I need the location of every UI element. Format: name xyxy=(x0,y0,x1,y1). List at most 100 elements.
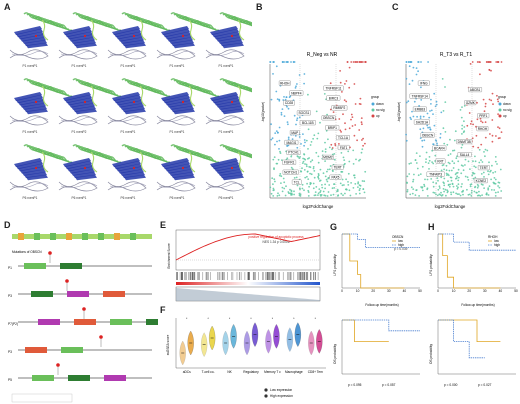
data-point xyxy=(455,157,458,160)
data-point xyxy=(280,175,283,178)
data-point xyxy=(304,176,307,179)
km-curve-low xyxy=(438,233,501,289)
data-point xyxy=(277,131,279,134)
data-point xyxy=(359,103,362,105)
coil xyxy=(205,49,245,60)
data-point xyxy=(476,61,479,63)
helix-lightgreen xyxy=(41,19,49,41)
gene-label-box xyxy=(326,95,341,101)
data-point xyxy=(493,189,496,191)
data-point xyxy=(456,175,458,178)
data-point xyxy=(275,130,278,132)
gene-label-box xyxy=(412,106,427,112)
data-point xyxy=(411,79,414,82)
data-point xyxy=(344,83,346,85)
data-point xyxy=(312,167,315,170)
protein-domain xyxy=(74,319,96,325)
data-point xyxy=(302,160,305,163)
sheet-blue xyxy=(116,163,142,172)
gene-label-box xyxy=(337,145,350,150)
gene-label-box xyxy=(323,85,344,91)
gene-label: RIMBP2 xyxy=(333,106,345,110)
helix-lightgreen xyxy=(237,151,245,173)
sheet-blue xyxy=(63,92,91,101)
data-point xyxy=(417,70,419,73)
data-point xyxy=(423,185,426,188)
data-point xyxy=(352,163,355,165)
data-point xyxy=(285,96,288,99)
data-point xyxy=(287,191,290,193)
data-point xyxy=(359,187,361,190)
data-point xyxy=(321,186,324,189)
data-point xyxy=(481,121,484,124)
data-point xyxy=(436,142,438,145)
sheet-blue xyxy=(20,166,45,174)
data-point xyxy=(491,134,494,137)
data-point xyxy=(457,179,460,182)
data-point xyxy=(430,103,432,105)
data-point xyxy=(291,138,294,140)
panel-b-title: R_Neg vs NR xyxy=(307,52,338,58)
gene-label: PTCH1 xyxy=(288,151,299,155)
data-point xyxy=(330,194,332,197)
data-point xyxy=(296,119,298,122)
gene-label: TNFRSF11 xyxy=(326,86,342,90)
coil xyxy=(158,51,196,56)
data-point xyxy=(343,99,346,101)
gene-label-box xyxy=(435,158,446,164)
domain-block xyxy=(98,233,104,240)
helix-lightgreen xyxy=(90,151,98,173)
protein-domain xyxy=(24,263,46,269)
legend-box xyxy=(11,393,73,403)
helix-lightgreen xyxy=(41,151,49,173)
data-point xyxy=(324,175,327,178)
mutation-site xyxy=(83,100,87,104)
data-point xyxy=(326,113,328,116)
domain-block xyxy=(18,233,24,240)
protein-domain xyxy=(60,263,82,269)
structure-caption: P1 rcenP1 xyxy=(170,130,185,134)
data-point xyxy=(409,61,412,63)
data-point xyxy=(496,94,498,97)
sheet-blue xyxy=(122,172,145,178)
mutation-site xyxy=(181,166,185,170)
coil xyxy=(9,115,49,126)
structure-caption: P1 rcenP1 xyxy=(121,130,136,134)
x-tick-label: 10 xyxy=(452,289,456,293)
panel-g-legend-high: high xyxy=(398,243,404,247)
data-point xyxy=(324,141,326,144)
helix-green xyxy=(130,147,168,162)
data-point xyxy=(494,191,497,194)
data-point xyxy=(333,183,335,186)
x-tick-label: 40 xyxy=(403,289,407,293)
gene-label-box xyxy=(283,100,295,106)
data-point xyxy=(352,187,355,189)
data-point xyxy=(317,178,320,180)
sheet-blue xyxy=(169,37,193,44)
data-point xyxy=(478,194,480,197)
data-point xyxy=(329,108,332,111)
data-point xyxy=(322,172,325,175)
sheet-blue xyxy=(114,160,141,170)
data-point xyxy=(301,167,303,170)
data-point xyxy=(272,183,274,186)
gene-label-box xyxy=(336,135,350,141)
data-point xyxy=(429,110,431,112)
sheet-blue xyxy=(167,166,192,174)
data-point xyxy=(330,143,333,146)
data-point xyxy=(471,61,474,63)
data-point xyxy=(455,185,458,187)
data-point xyxy=(418,105,420,107)
data-point xyxy=(354,183,357,185)
gene-label: TERT xyxy=(480,166,488,170)
data-point xyxy=(326,180,329,183)
data-point xyxy=(440,191,442,194)
data-point xyxy=(450,191,452,194)
gene-label: RHOH xyxy=(280,81,290,85)
data-point xyxy=(464,164,466,166)
data-point xyxy=(478,161,481,164)
mutation-site xyxy=(34,34,38,38)
data-point xyxy=(425,161,427,164)
gene-label: SH2D1A xyxy=(416,120,429,124)
coil xyxy=(107,181,147,192)
